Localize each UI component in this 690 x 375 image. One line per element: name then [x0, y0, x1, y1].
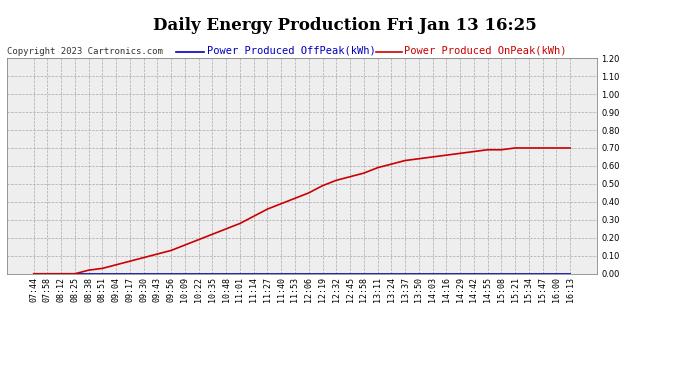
Text: Copyright 2023 Cartronics.com: Copyright 2023 Cartronics.com — [7, 47, 163, 56]
Text: Power Produced OnPeak(kWh): Power Produced OnPeak(kWh) — [404, 46, 566, 56]
Text: Power Produced OffPeak(kWh): Power Produced OffPeak(kWh) — [207, 46, 376, 56]
Text: Daily Energy Production Fri Jan 13 16:25: Daily Energy Production Fri Jan 13 16:25 — [153, 17, 537, 34]
